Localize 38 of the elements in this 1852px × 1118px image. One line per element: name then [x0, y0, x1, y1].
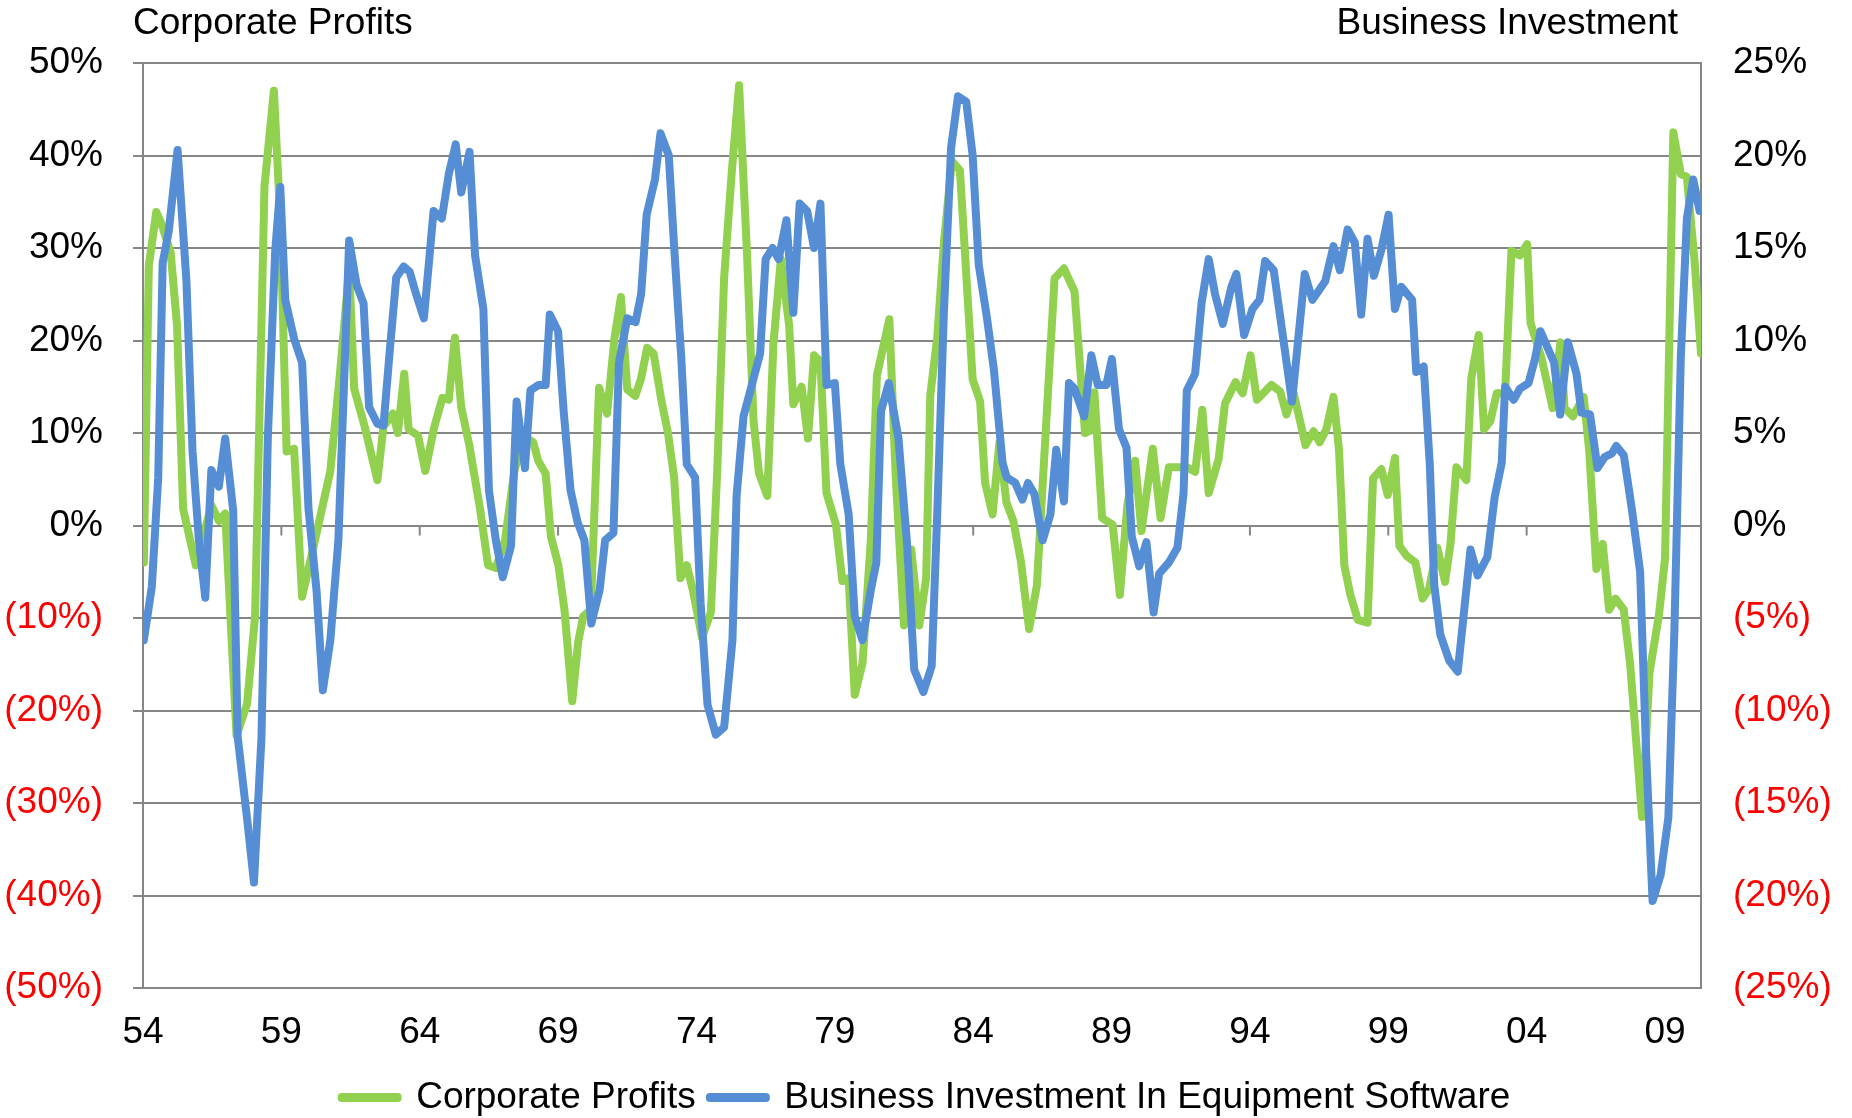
y-tick-label: (40%) — [4, 872, 103, 914]
x-tick-label: 84 — [952, 1010, 994, 1052]
y2-tick-label: 5% — [1733, 410, 1787, 452]
x-tick-label: 04 — [1506, 1010, 1548, 1052]
y-tick-label: (20%) — [4, 687, 103, 729]
x-tick-label: 54 — [122, 1010, 164, 1052]
y2-tick-label: 10% — [1733, 317, 1808, 359]
y2-axis-title: Business Investment — [1336, 1, 1679, 43]
y2-tick-label: 25% — [1733, 40, 1808, 82]
y-tick-label: 30% — [28, 225, 103, 267]
x-tick-label: 99 — [1367, 1010, 1409, 1052]
y2-tick-label: 20% — [1733, 132, 1808, 174]
y-tick-label: (50%) — [4, 965, 103, 1007]
x-tick-label: 64 — [399, 1010, 441, 1052]
x-tick-label: 59 — [260, 1010, 302, 1052]
y2-tick-label: (5%) — [1733, 595, 1812, 637]
legend-label: Business Investment In Equipment Software — [784, 1074, 1511, 1116]
legend-label: Corporate Profits — [416, 1074, 696, 1116]
y-axis-title: Corporate Profits — [133, 1, 413, 43]
y2-tick-label: (10%) — [1733, 687, 1832, 729]
y2-tick-label: (15%) — [1733, 780, 1832, 822]
y-tick-label: (10%) — [4, 595, 103, 637]
x-tick-label: 09 — [1644, 1010, 1686, 1052]
y-tick-label: 20% — [28, 317, 103, 359]
y2-tick-label: (20%) — [1733, 872, 1832, 914]
x-tick-label: 69 — [537, 1010, 579, 1052]
y2-tick-label: (25%) — [1733, 965, 1832, 1007]
x-tick-label: 94 — [1229, 1010, 1271, 1052]
y-tick-label: 40% — [28, 132, 103, 174]
y2-tick-label: 0% — [1733, 502, 1787, 544]
y2-tick-label: 15% — [1733, 225, 1808, 267]
y-tick-label: 10% — [28, 410, 103, 452]
x-tick-label: 79 — [814, 1010, 856, 1052]
y-tick-label: (30%) — [4, 780, 103, 822]
x-tick-label: 74 — [675, 1010, 718, 1052]
y-tick-label: 0% — [49, 502, 103, 544]
x-tick-label: 89 — [1090, 1010, 1133, 1052]
y-tick-label: 50% — [28, 40, 103, 82]
